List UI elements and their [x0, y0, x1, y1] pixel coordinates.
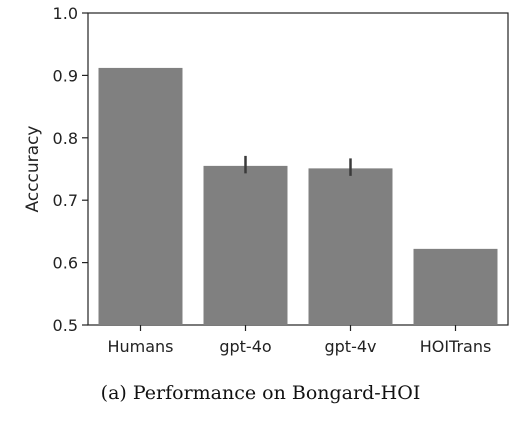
bar-chart: 0.5 0.6 0.7 0.8 0.9 1.0 Humans gpt-4o gpt-4v HOI… — [23, 4, 509, 356]
bar-1 — [203, 165, 288, 325]
y-tick-label-1: 0.6 — [53, 254, 78, 273]
y-tick-label-4: 0.9 — [53, 66, 78, 85]
y-axis-label: Acccuracy — [23, 126, 43, 213]
x-tick-label-0: Humans — [107, 337, 173, 356]
plot-frame — [87, 12, 509, 326]
y-tick-label-5: 1.0 — [53, 4, 78, 23]
y-tick-label-3: 0.8 — [53, 129, 78, 148]
bar-2 — [308, 168, 393, 325]
x-axis: Humans gpt-4o gpt-4v HOITrans — [107, 325, 491, 356]
y-tick-label-2: 0.7 — [53, 191, 78, 210]
x-tick-label-2: gpt-4v — [324, 337, 376, 356]
x-tick-label-1: gpt-4o — [219, 337, 271, 356]
error-bars-group — [244, 155, 352, 176]
x-tick-label-3: HOITrans — [420, 337, 492, 356]
bar-0 — [98, 67, 183, 326]
figure-caption: (a) Performance on Bongard-HOI — [100, 382, 421, 404]
y-tick-label-0: 0.5 — [53, 316, 78, 335]
bar-3 — [413, 248, 498, 325]
bars-group — [98, 67, 498, 326]
y-axis: 0.5 0.6 0.7 0.8 0.9 1.0 — [53, 4, 88, 335]
